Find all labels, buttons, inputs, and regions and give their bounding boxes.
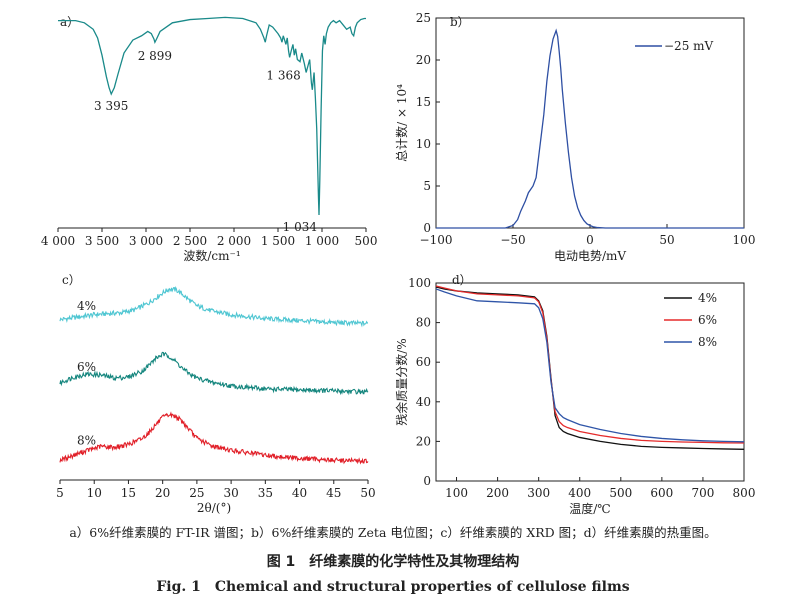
peak-label: 1 368 [266, 68, 300, 82]
series-line [435, 288, 745, 443]
figure-subcaption: a）6%纤维素膜的 FT-IR 谱图；b）6%纤维素膜的 Zeta 电位图；c）… [69, 525, 717, 540]
legend-label: −25 mV [664, 39, 714, 53]
series-line [436, 28, 744, 229]
x-tick-label: 50 [659, 233, 674, 247]
x-tick-label: 500 [355, 234, 378, 248]
series-line [59, 411, 369, 465]
legend-label: 6% [698, 313, 717, 327]
x-tick-label: 400 [568, 486, 591, 500]
x-tick-label: 800 [733, 486, 756, 500]
panel-c-xrd-chart: 5 10 15 20 25 30 35 40 45 50 2θ/(°) c） 4% 6% 8% [56, 273, 375, 515]
x-tick-label: 600 [650, 486, 673, 500]
y-tick-label: 25 [416, 11, 431, 25]
x-tick-label: 40 [292, 486, 307, 500]
peak-label: 2 899 [138, 49, 172, 63]
panel-label: b） [450, 15, 470, 29]
x-tick-label: −100 [420, 233, 453, 247]
y-tick-label: 0 [423, 221, 431, 235]
legend-label: 8% [698, 335, 717, 349]
x-tick-label: 35 [258, 486, 273, 500]
figure-title-english: Fig. 1 Chemical and structural propertie… [156, 579, 630, 595]
peak-label: 1 034 [283, 220, 318, 234]
x-tick-label: 15 [121, 486, 136, 500]
x-tick-label: 30 [223, 486, 238, 500]
y-tick-label: 60 [416, 355, 431, 369]
y-tick-label: 15 [416, 95, 431, 109]
y-tick-label: 80 [416, 316, 431, 330]
y-axis-label: 总计数/ × 10⁴ [394, 84, 409, 162]
series-line [58, 16, 366, 216]
x-axis-label: 电动电势/mV [554, 249, 626, 263]
y-tick-label: 0 [423, 474, 431, 488]
series-line [59, 351, 369, 396]
x-tick-label: 50 [360, 486, 375, 500]
series-label: 8% [77, 433, 96, 447]
panel-label: c） [62, 273, 81, 287]
x-tick-label: 100 [733, 233, 756, 247]
figure-title-chinese: 图 1 纤维素膜的化学特性及其物理结构 [266, 554, 520, 570]
y-axis-label: 残余质量分数/% [394, 338, 409, 425]
x-tick-label: 10 [87, 486, 102, 500]
x-tick-label: 1 000 [305, 234, 339, 248]
x-tick-label: 500 [609, 486, 632, 500]
x-axis-label: 波数/cm⁻¹ [183, 248, 240, 263]
x-tick-label: 2 500 [173, 234, 207, 248]
y-tick-label: 5 [423, 179, 431, 193]
series-line [59, 285, 369, 328]
y-tick-label: 10 [416, 137, 431, 151]
y-tick-label: 40 [416, 395, 431, 409]
x-axis-label: 温度/℃ [569, 501, 610, 516]
x-tick-label: 1 500 [261, 234, 295, 248]
x-tick-label: 3 500 [85, 234, 119, 248]
x-tick-label: 20 [155, 486, 170, 500]
x-tick-label: 4 000 [41, 234, 75, 248]
series-label: 6% [77, 360, 96, 374]
peak-label: 3 395 [94, 99, 128, 113]
x-tick-label: 100 [445, 486, 468, 500]
series-line [435, 285, 745, 444]
y-tick-label: 100 [408, 276, 431, 290]
y-tick-label: 20 [416, 434, 431, 448]
x-axis-label: 2θ/(°) [197, 501, 231, 515]
x-tick-label: 700 [691, 486, 714, 500]
panel-a-ftir-chart: 4 000 3 500 3 000 2 500 2 000 1 500 1 000 500 波数… [41, 15, 378, 263]
x-tick-label: 0 [586, 233, 594, 247]
x-tick-label: 3 000 [129, 234, 163, 248]
panel-label: d） [452, 273, 472, 287]
panel-b-zeta-chart: −100 −50 0 50 100 0 5 10 15 20 25 电动电势/mV 总计数/ × 10⁴… [394, 11, 755, 263]
legend-label: 4% [698, 291, 717, 305]
x-tick-label: 2 000 [217, 234, 251, 248]
x-tick-label: 300 [527, 486, 550, 500]
x-tick-label: −50 [500, 233, 525, 247]
x-tick-label: 200 [486, 486, 509, 500]
panel-label: a） [60, 15, 79, 29]
series-label: 4% [77, 299, 96, 313]
x-tick-label: 5 [56, 486, 64, 500]
x-tick-label: 25 [189, 486, 204, 500]
panel-d-tga-chart: 100 200 300 400 500 600 700 800 0 20 40 60 80 100 温度/℃… [394, 273, 755, 516]
x-tick-label: 45 [326, 486, 341, 500]
series-line [435, 286, 745, 450]
y-tick-label: 20 [416, 53, 431, 67]
plot-frame [435, 282, 745, 482]
